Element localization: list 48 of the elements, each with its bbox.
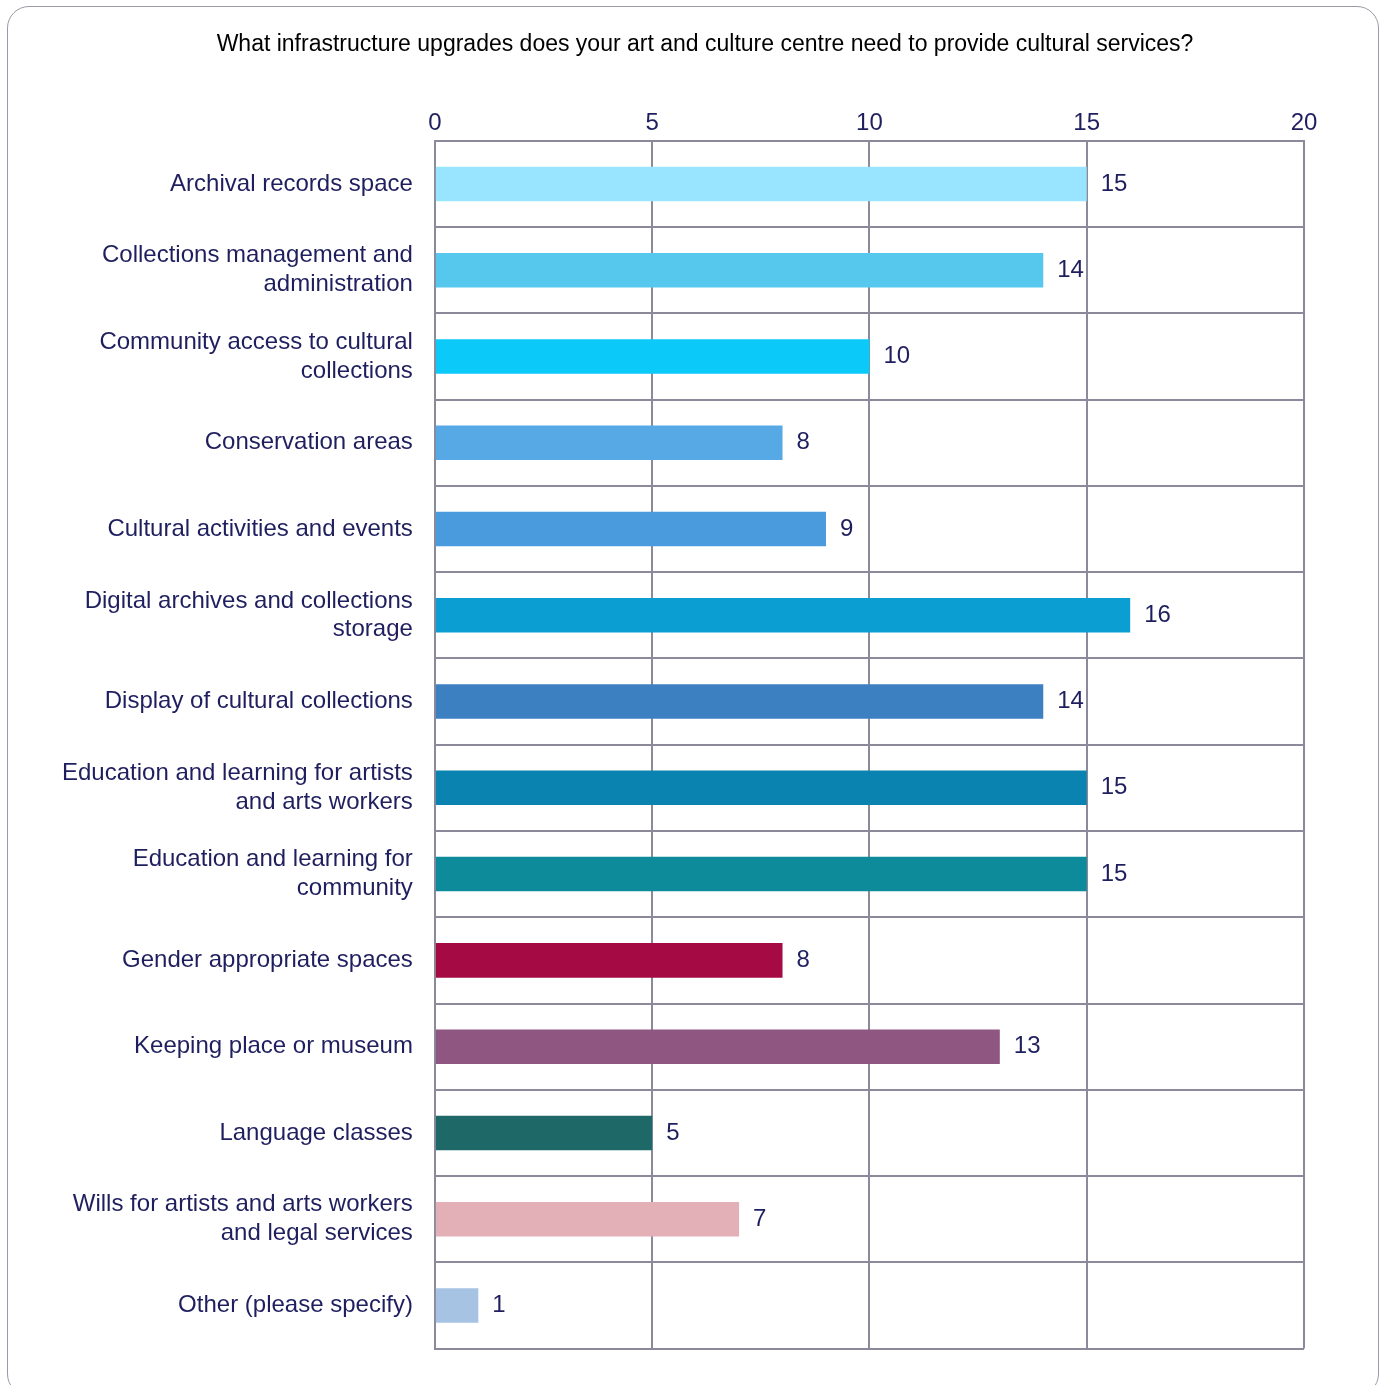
data-label: 8 bbox=[796, 427, 810, 455]
bar bbox=[435, 1201, 740, 1237]
bar bbox=[435, 856, 1087, 892]
data-label: 15 bbox=[1100, 772, 1128, 800]
y-tick-label: Wills for artists and arts workers and legal services bbox=[72, 1189, 413, 1246]
bar bbox=[435, 339, 870, 374]
bar bbox=[435, 166, 1087, 202]
data-label: 5 bbox=[666, 1117, 680, 1145]
y-tick-label: Gender appropriate spaces bbox=[122, 945, 413, 972]
bar bbox=[435, 770, 1087, 806]
data-label: 15 bbox=[1100, 168, 1128, 196]
data-label: 14 bbox=[1057, 254, 1084, 282]
chart-title: What infrastructure upgrades does your art and culture centre need to provide cultural services? bbox=[215, 29, 1195, 58]
data-label: 9 bbox=[839, 513, 854, 541]
bar bbox=[435, 598, 1131, 633]
x-tick-label: 20 bbox=[1290, 108, 1318, 136]
bar bbox=[435, 943, 783, 978]
bar bbox=[435, 252, 1044, 288]
bar bbox=[435, 1115, 653, 1151]
y-tick-label: Keeping place or museum bbox=[134, 1031, 413, 1059]
data-label: 7 bbox=[753, 1203, 767, 1231]
bar bbox=[435, 511, 826, 547]
y-tick-label: Education and learning for community bbox=[132, 844, 413, 901]
data-label: 10 bbox=[883, 341, 911, 369]
x-tick-label: 0 bbox=[428, 108, 442, 136]
x-tick-label: 10 bbox=[856, 108, 883, 136]
x-tick-label: 15 bbox=[1073, 108, 1101, 136]
data-label: 1 bbox=[492, 1290, 506, 1318]
bar bbox=[435, 684, 1044, 719]
y-tick-label: Digital archives and collections storage bbox=[84, 585, 413, 642]
data-label: 15 bbox=[1100, 858, 1128, 886]
y-tick-label: Language classes bbox=[219, 1117, 413, 1145]
y-tick-label: Other (please specify) bbox=[178, 1290, 413, 1318]
data-label: 16 bbox=[1144, 599, 1171, 627]
y-tick-label: Display of cultural collections bbox=[104, 686, 413, 714]
y-tick-label: Archival records space bbox=[170, 168, 413, 196]
data-label: 14 bbox=[1057, 686, 1084, 714]
bar bbox=[435, 1029, 1000, 1064]
y-tick-label: Collections management and administration bbox=[102, 240, 413, 297]
data-label: 8 bbox=[796, 945, 810, 972]
y-tick-label: Cultural activities and events bbox=[107, 513, 413, 541]
data-label: 13 bbox=[1013, 1031, 1041, 1059]
bar bbox=[435, 1288, 479, 1323]
y-tick-label: Community access to cultural collections bbox=[99, 326, 413, 383]
y-tick-label: Conservation areas bbox=[204, 427, 413, 455]
x-tick-label: 5 bbox=[645, 108, 659, 136]
bar bbox=[435, 425, 783, 460]
y-tick-label: Education and learning for artists and arts workers bbox=[62, 758, 413, 814]
